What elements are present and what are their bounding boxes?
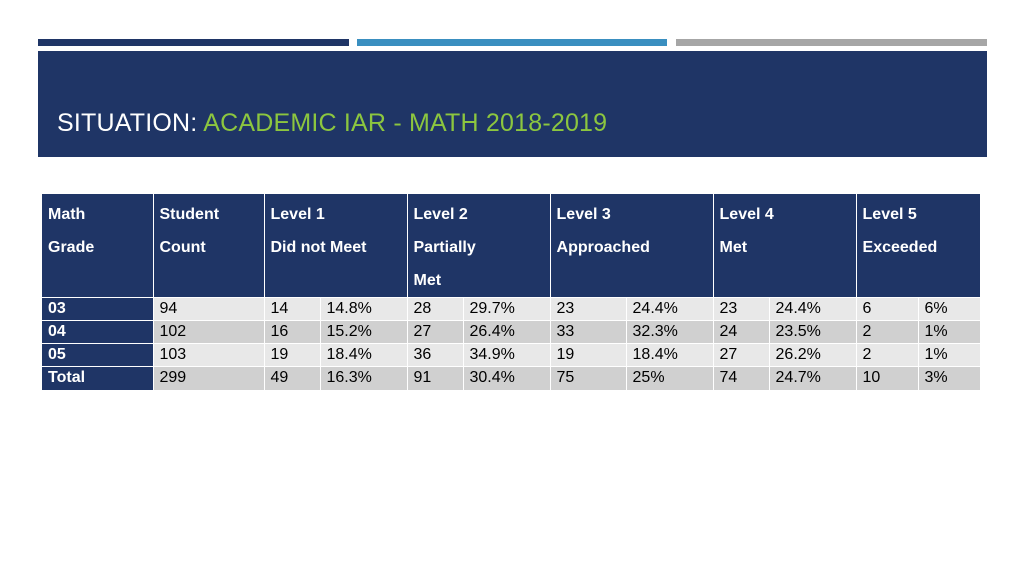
cell-level-1-percent: 18.4% xyxy=(320,343,408,367)
cell-level-4-percent: 23.5% xyxy=(769,320,857,344)
cell-level-5-count: 10 xyxy=(856,366,919,390)
slide-title-prefix: SITUATION: xyxy=(57,109,204,137)
header-level-2: Level 2 Partially Met xyxy=(407,194,551,298)
cell-level-5-percent: 1% xyxy=(918,343,981,367)
cell-level-1-count: 19 xyxy=(264,343,321,367)
cell-level-5-percent: 1% xyxy=(918,320,981,344)
header-level-5: Level 5 Exceeded xyxy=(856,194,981,298)
cell-level-2-percent: 29.7% xyxy=(463,297,551,321)
cell-level-2-count: 36 xyxy=(407,343,464,367)
cell-level-2-percent: 30.4% xyxy=(463,366,551,390)
header-math-grade: Math Grade xyxy=(42,194,154,298)
header-level-3: Level 3 Approached xyxy=(550,194,714,298)
accent-stripe-blue xyxy=(357,39,667,46)
table-row: 05 103 19 18.4% 36 34.9% 19 18.4% 27 26.… xyxy=(42,343,981,367)
cell-level-3-count: 33 xyxy=(550,320,627,344)
cell-level-1-percent: 15.2% xyxy=(320,320,408,344)
cell-level-3-count: 75 xyxy=(550,366,627,390)
cell-level-4-percent: 26.2% xyxy=(769,343,857,367)
cell-level-3-percent: 18.4% xyxy=(626,343,714,367)
cell-student-count: 299 xyxy=(153,366,265,390)
cell-level-2-percent: 26.4% xyxy=(463,320,551,344)
cell-level-1-count: 14 xyxy=(264,297,321,321)
accent-stripe-gray xyxy=(676,39,987,46)
cell-level-1-count: 16 xyxy=(264,320,321,344)
cell-level-2-count: 28 xyxy=(407,297,464,321)
cell-level-1-percent: 16.3% xyxy=(320,366,408,390)
cell-level-4-count: 27 xyxy=(713,343,770,367)
cell-grade: Total xyxy=(42,366,154,390)
cell-grade: 05 xyxy=(42,343,154,367)
table-row: 03 94 14 14.8% 28 29.7% 23 24.4% 23 24.4… xyxy=(42,297,981,321)
cell-level-4-count: 23 xyxy=(713,297,770,321)
cell-level-2-count: 91 xyxy=(407,366,464,390)
cell-level-3-count: 19 xyxy=(550,343,627,367)
cell-level-5-percent: 6% xyxy=(918,297,981,321)
table-row-total: Total 299 49 16.3% 91 30.4% 75 25% 74 24… xyxy=(42,366,981,390)
table-row: 04 102 16 15.2% 27 26.4% 33 32.3% 24 23.… xyxy=(42,320,981,344)
cell-level-4-percent: 24.4% xyxy=(769,297,857,321)
cell-level-2-count: 27 xyxy=(407,320,464,344)
cell-student-count: 94 xyxy=(153,297,265,321)
cell-level-5-percent: 3% xyxy=(918,366,981,390)
cell-level-5-count: 2 xyxy=(856,320,919,344)
cell-student-count: 102 xyxy=(153,320,265,344)
header-level-4: Level 4 Met xyxy=(713,194,857,298)
iar-math-table: Math Grade Student Count Level 1 Did not Me… xyxy=(42,194,981,390)
cell-level-1-percent: 14.8% xyxy=(320,297,408,321)
cell-student-count: 103 xyxy=(153,343,265,367)
header-student-count: Student Count xyxy=(153,194,265,298)
title-bar: SITUATION: ACADEMIC IAR - MATH 2018-2019 xyxy=(38,51,987,157)
slide-title: SITUATION: ACADEMIC IAR - MATH 2018-2019 xyxy=(57,109,607,138)
cell-level-1-count: 49 xyxy=(264,366,321,390)
cell-level-4-count: 24 xyxy=(713,320,770,344)
cell-level-2-percent: 34.9% xyxy=(463,343,551,367)
cell-grade: 03 xyxy=(42,297,154,321)
cell-level-3-percent: 32.3% xyxy=(626,320,714,344)
cell-level-4-count: 74 xyxy=(713,366,770,390)
accent-stripe-navy xyxy=(38,39,349,46)
cell-level-3-percent: 24.4% xyxy=(626,297,714,321)
cell-level-5-count: 6 xyxy=(856,297,919,321)
cell-level-3-percent: 25% xyxy=(626,366,714,390)
slide-title-main: ACADEMIC IAR - MATH 2018-2019 xyxy=(203,109,608,137)
header-level-1: Level 1 Did not Meet xyxy=(264,194,408,298)
cell-level-4-percent: 24.7% xyxy=(769,366,857,390)
cell-level-5-count: 2 xyxy=(856,343,919,367)
table-header-row: Math Grade Student Count Level 1 Did not Me… xyxy=(42,194,981,298)
cell-grade: 04 xyxy=(42,320,154,344)
cell-level-3-count: 23 xyxy=(550,297,627,321)
